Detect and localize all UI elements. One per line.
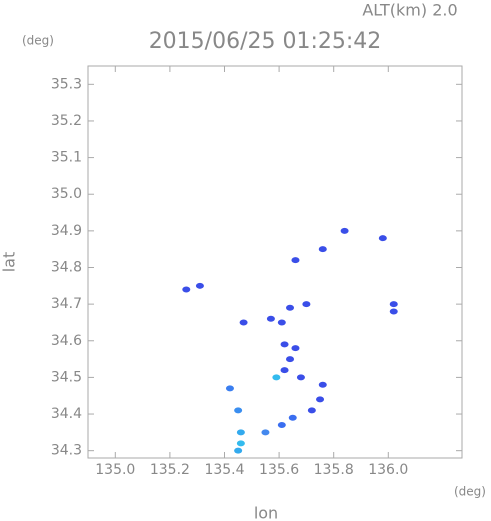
echo — [236, 429, 245, 436]
y-tick-label: 35.2 — [51, 113, 82, 129]
echo — [280, 367, 289, 374]
echo — [389, 301, 398, 308]
echo — [234, 447, 243, 454]
echo — [296, 374, 305, 381]
y-tick-label: 34.3 — [51, 443, 82, 459]
echo — [195, 282, 204, 289]
echo — [182, 286, 191, 293]
echo — [266, 315, 275, 322]
echo — [302, 301, 311, 308]
y-tick-label: 34.6 — [51, 333, 82, 349]
x-tick-label: 135.0 — [95, 462, 135, 478]
echo — [318, 246, 327, 253]
echo — [286, 356, 295, 363]
echo — [378, 235, 387, 242]
x-tick-label: 136.0 — [368, 462, 408, 478]
echo — [389, 308, 398, 315]
x-tick-label: 135.4 — [204, 462, 244, 478]
y-tick-label: 34.4 — [51, 406, 82, 422]
echo — [291, 345, 300, 352]
y-tick-label: 34.8 — [51, 259, 82, 275]
altitude-label: ALT(km) 2.0 — [362, 1, 457, 20]
echo — [225, 385, 234, 392]
echo — [288, 414, 297, 421]
echo — [316, 396, 325, 403]
echo — [291, 257, 300, 264]
y-tick-label: 35.1 — [51, 150, 82, 166]
x-axis-label: lon — [254, 504, 278, 521]
y-unit: (deg) — [22, 34, 54, 48]
echo — [280, 341, 289, 348]
y-tick-label: 34.7 — [51, 296, 82, 312]
y-tick-label: 35.3 — [51, 76, 82, 92]
echo — [277, 319, 286, 326]
echo — [318, 381, 327, 388]
plot-frame — [87, 65, 463, 459]
chart-title: 2015/06/25 01:25:42 — [149, 29, 382, 54]
x-tick-label: 135.6 — [259, 462, 299, 478]
x-unit: (deg) — [454, 485, 486, 499]
x-tick-label: 135.8 — [314, 462, 354, 478]
echo — [236, 440, 245, 447]
echo — [340, 227, 349, 234]
x-tick-label: 135.2 — [150, 462, 190, 478]
y-tick-label: 34.5 — [51, 369, 82, 385]
y-tick-label: 35.0 — [51, 186, 82, 202]
y-axis-label: lat — [0, 252, 19, 273]
echo — [261, 429, 270, 436]
echo — [307, 407, 316, 414]
echo — [286, 304, 295, 311]
echo — [239, 319, 248, 326]
echo — [277, 422, 286, 429]
echo — [272, 374, 281, 381]
echo — [234, 407, 243, 414]
y-tick-label: 34.9 — [51, 223, 82, 239]
